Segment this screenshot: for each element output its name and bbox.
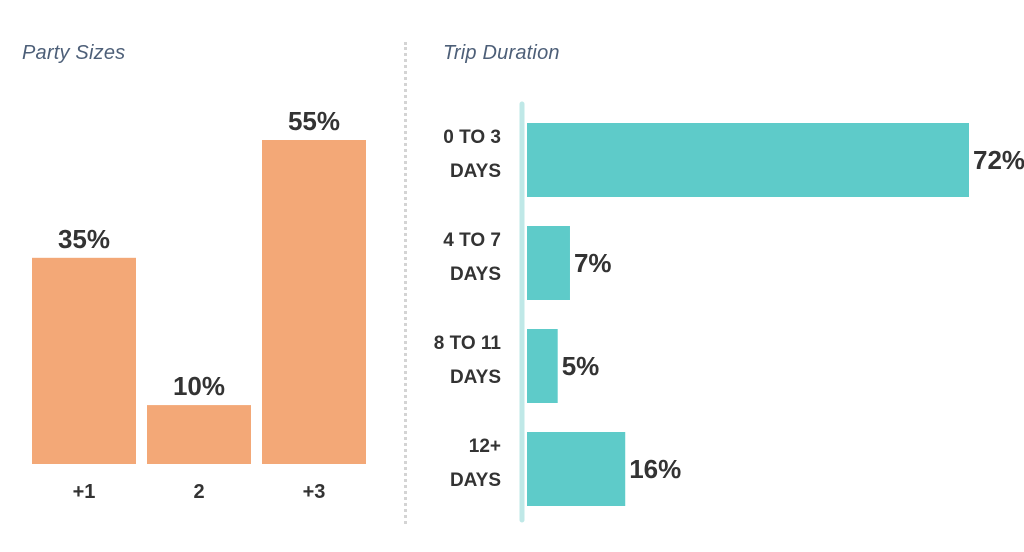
trip-duration-value-label: 5%: [562, 351, 600, 381]
trip-duration-category-label: DAYS: [450, 264, 501, 285]
trip-duration-category-label: 4 TO 7: [443, 230, 501, 251]
party-size-value-label: 10%: [173, 371, 225, 401]
trip-duration-category-label: 12+: [469, 436, 501, 457]
trip-duration-category-label: DAYS: [450, 161, 501, 182]
trip-duration-title: Trip Duration: [443, 42, 560, 64]
party-size-bar: [147, 405, 251, 464]
party-sizes-title: Party Sizes: [22, 42, 126, 64]
party-size-category-label: +3: [303, 481, 326, 503]
trip-duration-category-label: 8 TO 11: [434, 333, 502, 354]
trip-duration-bar: [527, 226, 570, 300]
party-size-value-label: 55%: [288, 106, 340, 136]
party-size-bar: [262, 140, 366, 464]
trip-duration-category-label: 0 TO 3: [443, 127, 501, 148]
party-size-value-label: 35%: [58, 224, 110, 254]
trip-duration-category-label: DAYS: [450, 470, 501, 491]
trip-duration-bar: [527, 123, 969, 197]
trip-duration-value-label: 16%: [629, 454, 681, 484]
trip-duration-bar: [527, 329, 558, 403]
party-size-category-label: +1: [73, 481, 96, 503]
party-size-category-label: 2: [193, 481, 204, 503]
panel-divider: [404, 42, 407, 524]
trip-duration-bar: [527, 432, 626, 506]
trip-duration-value-label: 7%: [574, 248, 612, 278]
party-size-bar: [32, 257, 136, 464]
trip-duration-value-label: 72%: [973, 145, 1024, 175]
trip-duration-category-label: DAYS: [450, 367, 501, 388]
